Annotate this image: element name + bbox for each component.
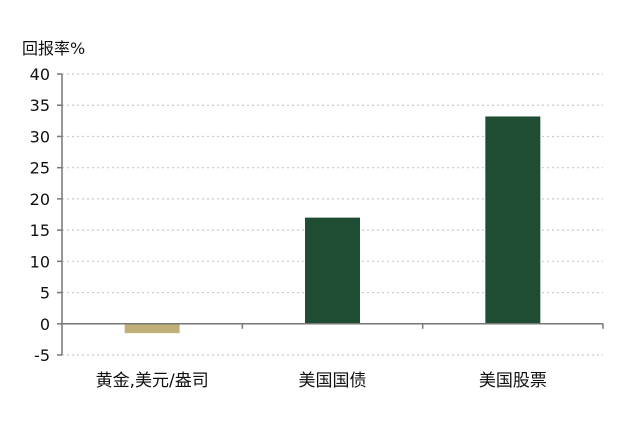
x-category-label: 黄金,美元/盎司 bbox=[96, 371, 209, 391]
tick-labels: -5 0 5 10 15 20 25 30 35 40 黄金,美元/盎司 美国国债 美国股票 bbox=[30, 65, 547, 391]
y-tick-label: 40 bbox=[30, 65, 50, 84]
y-tick-label: 35 bbox=[30, 96, 50, 115]
y-tick-label: 5 bbox=[40, 284, 50, 303]
y-tick-label: 10 bbox=[30, 252, 50, 271]
y-axis-label: 回报率% bbox=[22, 39, 85, 58]
bar-3 bbox=[485, 116, 541, 324]
y-tick-label: 15 bbox=[30, 221, 50, 240]
axes bbox=[57, 73, 604, 356]
y-tick-label: 30 bbox=[30, 127, 50, 146]
bars bbox=[124, 116, 541, 334]
x-category-label: 美国股票 bbox=[479, 371, 547, 391]
bar-2 bbox=[305, 217, 360, 324]
y-tick-label: 25 bbox=[30, 159, 50, 178]
x-category-label: 美国国债 bbox=[299, 371, 367, 391]
y-tick-label: -5 bbox=[34, 346, 50, 365]
y-tick-label: 0 bbox=[40, 315, 50, 334]
bar-1 bbox=[124, 323, 180, 334]
y-tick-label: 20 bbox=[30, 190, 50, 209]
gridlines bbox=[62, 73, 603, 356]
